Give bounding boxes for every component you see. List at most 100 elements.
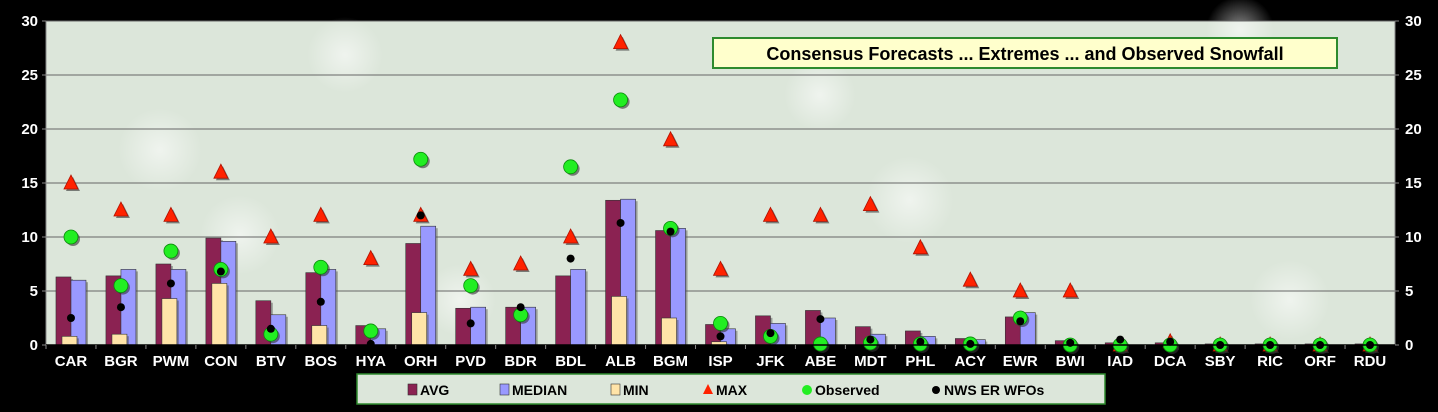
bar-min bbox=[112, 334, 127, 345]
nws-marker bbox=[617, 219, 625, 227]
x-tick-label: ISP bbox=[708, 353, 732, 370]
x-tick-label: MDT bbox=[854, 353, 887, 370]
y-tick-label-left: 25 bbox=[21, 67, 38, 84]
legend-label-median: MEDIAN bbox=[512, 382, 567, 398]
x-tick-label: DCA bbox=[1154, 353, 1187, 370]
x-tick-label: BOS bbox=[305, 353, 338, 370]
y-tick-label-right: 10 bbox=[1405, 229, 1422, 246]
observed-marker bbox=[114, 279, 128, 293]
title-text: Consensus Forecasts ... Extremes ... and… bbox=[766, 44, 1283, 64]
observed-marker bbox=[464, 279, 478, 293]
legend-swatch-median bbox=[500, 384, 509, 395]
bar-min bbox=[412, 313, 427, 345]
bar-min bbox=[62, 336, 77, 345]
observed-marker bbox=[364, 324, 378, 338]
legend-label-avg: AVG bbox=[420, 382, 449, 398]
nws-marker bbox=[417, 211, 425, 219]
bar-avg bbox=[56, 277, 71, 345]
x-tick-label: BGM bbox=[653, 353, 688, 370]
nws-marker bbox=[1116, 336, 1124, 344]
x-tick-label: IAD bbox=[1107, 353, 1133, 370]
bar-min bbox=[162, 299, 177, 345]
observed-marker bbox=[564, 160, 578, 174]
nws-marker bbox=[966, 340, 974, 348]
observed-marker bbox=[614, 93, 628, 107]
observed-marker bbox=[813, 337, 827, 351]
legend-swatch-observed bbox=[802, 385, 812, 395]
nws-marker bbox=[467, 319, 475, 327]
legend-label-observed: Observed bbox=[815, 382, 880, 398]
nws-marker bbox=[317, 298, 325, 306]
x-tick-label: ORF bbox=[1304, 353, 1336, 370]
observed-marker bbox=[714, 316, 728, 330]
x-tick-label: BDR bbox=[504, 353, 537, 370]
nws-marker bbox=[117, 303, 125, 311]
legend-label-max: MAX bbox=[716, 382, 748, 398]
y-tick-label-right: 20 bbox=[1405, 121, 1422, 138]
observed-marker bbox=[314, 260, 328, 274]
chart-title: Consensus Forecasts ... Extremes ... and… bbox=[713, 38, 1337, 68]
bar-median bbox=[571, 269, 586, 345]
bar-avg bbox=[556, 276, 571, 345]
y-tick-label-right: 25 bbox=[1405, 67, 1422, 84]
y-tick-label-left: 0 bbox=[30, 337, 38, 354]
y-tick-label-left: 5 bbox=[30, 283, 38, 300]
x-tick-label: CAR bbox=[55, 353, 88, 370]
legend-swatch-avg bbox=[408, 384, 417, 395]
x-tick-label: ABE bbox=[805, 353, 837, 370]
x-tick-label: BGR bbox=[104, 353, 138, 370]
x-tick-label: EWR bbox=[1003, 353, 1038, 370]
x-tick-label: PHL bbox=[905, 353, 935, 370]
nws-marker bbox=[217, 268, 225, 276]
bar-min bbox=[662, 318, 677, 345]
observed-marker bbox=[414, 152, 428, 166]
legend: AVG MEDIAN MIN MAX Observed NWS ER WFOs bbox=[357, 374, 1105, 404]
x-tick-label: BDL bbox=[555, 353, 586, 370]
x-tick-label: ACY bbox=[954, 353, 986, 370]
nws-marker bbox=[367, 340, 375, 348]
legend-label-nws-er-wfos: NWS ER WFOs bbox=[944, 382, 1045, 398]
y-tick-label-right: 15 bbox=[1405, 175, 1422, 192]
bar-min bbox=[612, 296, 627, 345]
bar-min bbox=[212, 283, 227, 345]
nws-marker bbox=[717, 332, 725, 340]
x-tick-label: ALB bbox=[605, 353, 636, 370]
y-tick-label-right: 0 bbox=[1405, 337, 1413, 354]
y-tick-label-left: 15 bbox=[21, 175, 38, 192]
nws-marker bbox=[67, 314, 75, 322]
x-tick-label: SBY bbox=[1205, 353, 1236, 370]
x-tick-label: RIC bbox=[1257, 353, 1283, 370]
nws-marker bbox=[567, 255, 575, 263]
x-tick-label: HYA bbox=[356, 353, 386, 370]
x-tick-label: JFK bbox=[756, 353, 785, 370]
nws-marker bbox=[517, 303, 525, 311]
x-tick-label: BWI bbox=[1056, 353, 1085, 370]
x-tick-label: BTV bbox=[256, 353, 286, 370]
nws-marker bbox=[667, 228, 675, 236]
y-tick-label-right: 5 bbox=[1405, 283, 1413, 300]
observed-marker bbox=[64, 230, 78, 244]
y-tick-label-right: 30 bbox=[1405, 13, 1422, 30]
x-tick-label: CON bbox=[204, 353, 237, 370]
y-tick-label-left: 10 bbox=[21, 229, 38, 246]
y-tick-label-left: 30 bbox=[21, 13, 38, 30]
y-tick-label-left: 20 bbox=[21, 121, 38, 138]
legend-label-min: MIN bbox=[623, 382, 649, 398]
x-tick-label: ORH bbox=[404, 353, 437, 370]
bar-median bbox=[71, 280, 86, 345]
legend-swatch-min bbox=[611, 384, 620, 395]
bar-min bbox=[312, 326, 327, 345]
nws-marker bbox=[1016, 317, 1024, 325]
nws-marker bbox=[766, 329, 774, 337]
nws-marker bbox=[267, 325, 275, 333]
x-tick-label: PVD bbox=[455, 353, 486, 370]
x-tick-label: RDU bbox=[1354, 353, 1387, 370]
observed-marker bbox=[164, 244, 178, 258]
nws-marker bbox=[167, 279, 175, 287]
nws-marker bbox=[816, 315, 824, 323]
x-tick-label: PWM bbox=[153, 353, 190, 370]
legend-swatch-nws-er-wfos bbox=[932, 386, 940, 394]
nws-marker bbox=[866, 336, 874, 344]
